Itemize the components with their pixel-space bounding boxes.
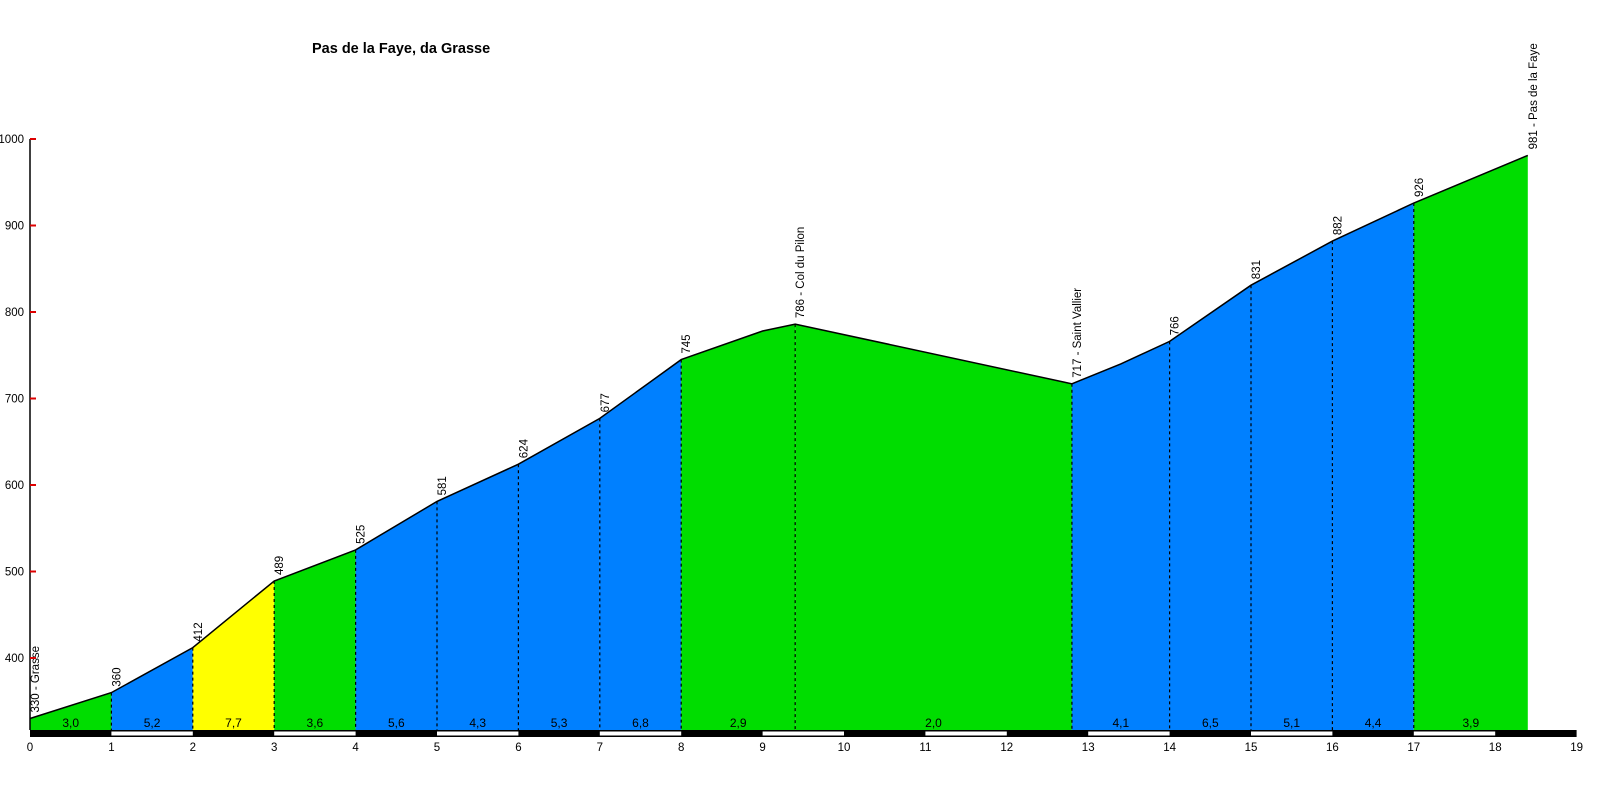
profile-line (29, 154, 1529, 720)
x-axis-label-8: 8 (678, 742, 684, 754)
y-axis-label-600: 600 (5, 480, 24, 492)
x-axis-label-1: 1 (108, 742, 114, 754)
gradient-label-6-7: 5,3 (551, 716, 568, 730)
segment-fill-14-15 (1169, 285, 1251, 730)
km-bar-white-3 (274, 731, 356, 736)
y-axis-label-800: 800 (5, 307, 24, 319)
gradient-labels: 3,0 5,2 7,7 3,6 5,6 4,3 5,3 6,8 2,9 2,0 4,1 6,5 5,1 4… (62, 716, 1479, 730)
segment-fill-2-3 (192, 581, 275, 730)
gradient-label-14-15: 6,5 (1202, 716, 1219, 730)
segment-fill-9.4-12.8 (795, 324, 1072, 730)
elevation-label-18.4: 981 - Pas de la Faye (1528, 43, 1540, 149)
segment-fill-16-17 (1332, 203, 1414, 730)
gradient-label-3-4: 3,6 (307, 716, 324, 730)
km-bar-white-15 (1251, 731, 1333, 736)
elevation-label-5: 581 (437, 476, 449, 495)
x-axis-label-10: 10 (838, 742, 851, 754)
x-axis-label-0: 0 (27, 742, 33, 754)
gradient-label-1-2: 5,2 (144, 716, 161, 730)
gradient-label-7-8: 6,8 (632, 716, 649, 730)
elevation-label-3: 489 (274, 556, 286, 575)
segment-fill-0-1 (30, 692, 112, 730)
km-bar-white-13 (1088, 731, 1170, 736)
profile-outline (29, 154, 1529, 720)
gradient-label-15-16: 5,1 (1283, 716, 1300, 730)
elevation-label-17: 926 (1414, 178, 1426, 197)
km-bar-white-5 (437, 731, 519, 736)
km-bar-white-7 (599, 731, 682, 736)
y-axis-label-700: 700 (5, 394, 24, 406)
elevation-label-12.8: 717 - Saint Vallier (1072, 288, 1084, 378)
y-axis-label-500: 500 (5, 567, 24, 579)
x-axis-label-12: 12 (1000, 742, 1013, 754)
segment-fill-12.8-14 (1071, 341, 1170, 730)
km-dashed-lines (110, 203, 1415, 730)
segment-fill-5-6 (437, 464, 519, 730)
x-axis-label-19: 19 (1570, 742, 1583, 754)
gradient-label-9.4-12.8: 2,0 (925, 716, 942, 730)
gradient-label-17-18.4: 3,9 (1462, 716, 1479, 730)
gradient-label-0-1: 3,0 (62, 716, 79, 730)
gradient-label-5-6: 4,3 (469, 716, 486, 730)
elevation-labels: 330 - Grasse 360 412 489 525 581 624 677 745 786 … (30, 43, 1540, 712)
x-axis-label-14: 14 (1163, 742, 1176, 754)
x-axis-label-13: 13 (1082, 742, 1095, 754)
gradient-label-16-17: 4,4 (1365, 716, 1382, 730)
km-bar-white-1 (111, 731, 193, 736)
gradient-label-12.8-14: 4,1 (1112, 716, 1129, 730)
x-axis-label-7: 7 (597, 742, 603, 754)
x-axis-label-5: 5 (434, 742, 440, 754)
elevation-label-14: 766 (1170, 316, 1182, 335)
x-axis-label-3: 3 (271, 742, 277, 754)
elevation-label-1: 360 (111, 667, 123, 686)
x-axis-label-18: 18 (1489, 742, 1502, 754)
segment-fill-7-8 (599, 359, 682, 730)
elevation-label-15: 831 (1251, 260, 1263, 279)
gradient-label-4-5: 5,6 (388, 716, 405, 730)
km-bar-white-17 (1413, 731, 1496, 736)
elevation-label-16: 882 (1332, 216, 1344, 235)
x-axis-labels: 0 1 2 3 4 5 6 7 8 9 10 11 12 13 14 15 16 17 18 19 (27, 742, 1583, 754)
x-axis-label-6: 6 (515, 742, 521, 754)
x-axis-label-9: 9 (759, 742, 765, 754)
elevation-label-7: 677 (600, 393, 612, 412)
km-road-bar (30, 730, 1577, 737)
segment-fill-17-18.4 (1413, 155, 1528, 730)
km-bar-white-11 (925, 731, 1007, 736)
segment-fill-3-4 (274, 549, 356, 730)
segment-fill-15-16 (1251, 241, 1333, 730)
y-axis-label-1000: 1000 (0, 134, 24, 146)
x-axis-label-2: 2 (190, 742, 196, 754)
y-axis-label-900: 900 (5, 221, 24, 233)
x-axis-label-4: 4 (352, 742, 359, 754)
x-axis-label-17: 17 (1407, 742, 1420, 754)
x-axis-label-11: 11 (919, 742, 931, 754)
x-axis-label-16: 16 (1326, 742, 1339, 754)
km-bar-white-9 (762, 731, 844, 736)
segment-fill-4-5 (355, 501, 437, 730)
x-axis-label-15: 15 (1245, 742, 1258, 754)
elevation-label-0: 330 - Grasse (30, 646, 42, 712)
elevation-label-4: 525 (356, 525, 368, 544)
elevation-label-6: 624 (518, 438, 530, 458)
chart-title: Pas de la Faye, da Grasse (312, 41, 490, 57)
segment-fill-1-2 (111, 647, 193, 730)
gradient-label-2-3: 7,7 (225, 716, 242, 730)
segment-fills (30, 155, 1528, 730)
y-axis-label-400: 400 (5, 653, 24, 665)
elevation-label-2: 412 (193, 622, 205, 641)
elevation-label-8: 745 (681, 334, 693, 353)
segment-fill-8-9.4 (681, 324, 796, 730)
gradient-label-8-9.4: 2,9 (730, 716, 747, 730)
y-axis: 400 500 600 700 800 900 1000 (0, 134, 36, 730)
segment-fill-6-7 (518, 418, 600, 730)
elevation-label-9.4: 786 - Col du Pilon (795, 227, 807, 318)
